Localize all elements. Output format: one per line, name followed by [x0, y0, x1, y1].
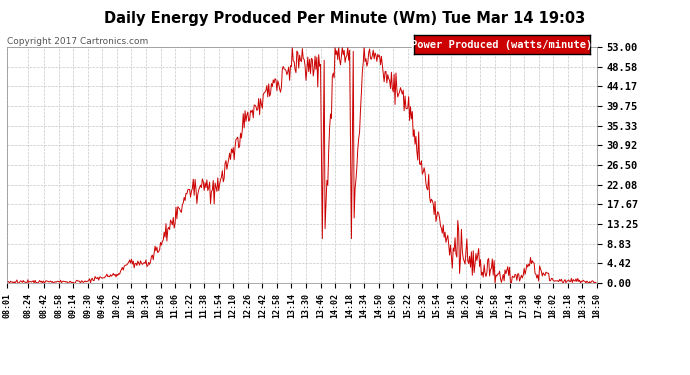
Text: Power Produced (watts/minute): Power Produced (watts/minute) — [411, 40, 593, 50]
Text: Copyright 2017 Cartronics.com: Copyright 2017 Cartronics.com — [7, 38, 148, 46]
Text: Daily Energy Produced Per Minute (Wm) Tue Mar 14 19:03: Daily Energy Produced Per Minute (Wm) Tu… — [104, 11, 586, 26]
